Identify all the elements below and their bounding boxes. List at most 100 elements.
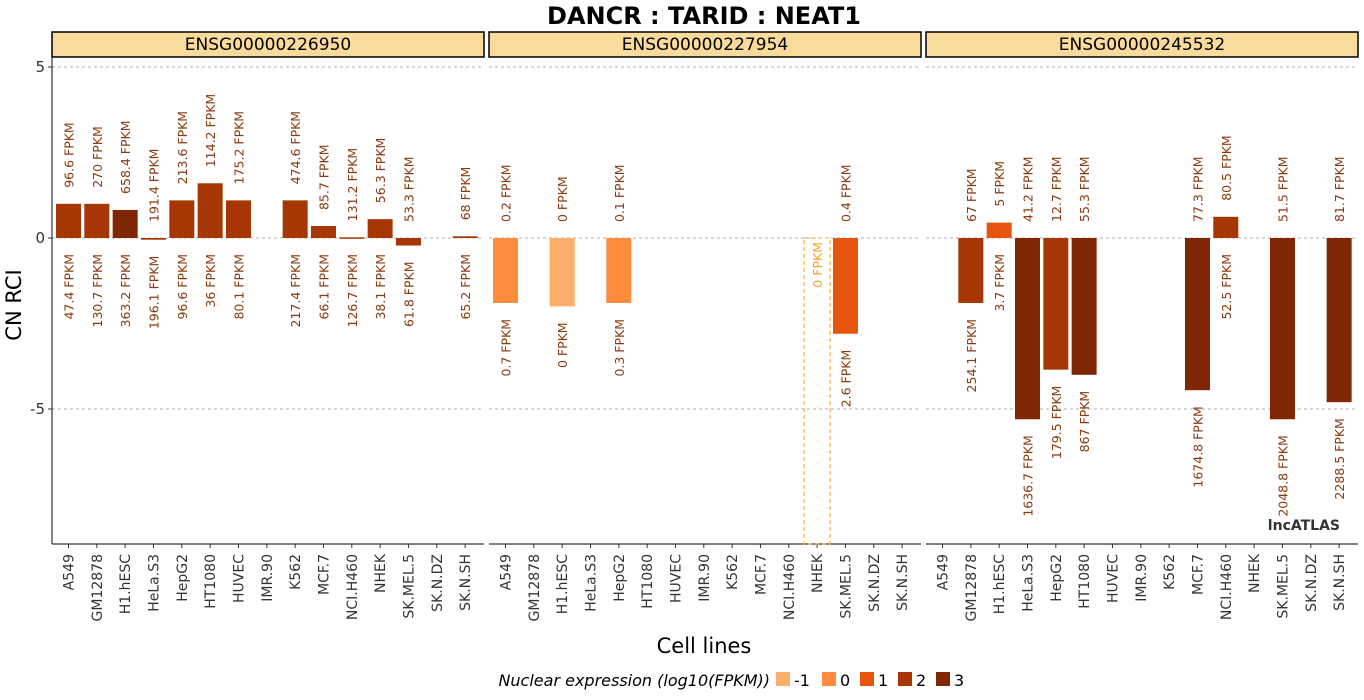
x-tick-label: IMR.90 xyxy=(260,554,276,602)
bar xyxy=(169,200,195,238)
bar-label-top: 56.3 FPKM xyxy=(373,138,388,204)
y-tick-label: 0 xyxy=(35,229,45,247)
bar-label-bottom: 2.6 FPKM xyxy=(838,350,853,408)
y-axis-title: CN RCI xyxy=(2,269,26,340)
x-tick-label: A549 xyxy=(499,554,515,590)
bar xyxy=(549,238,575,307)
bar-label-bottom: 65.2 FPKM xyxy=(458,254,473,320)
bar-label-bottom: 80.1 FPKM xyxy=(231,254,246,320)
bar-label-bottom: 38.1 FPKM xyxy=(373,254,388,320)
legend-swatch xyxy=(822,672,836,686)
bar xyxy=(606,238,632,303)
strip-label: ENSG00000245532 xyxy=(1059,35,1225,55)
legend-swatch xyxy=(898,672,912,686)
bar xyxy=(197,183,223,238)
x-tick-label: HUVEC xyxy=(1105,554,1121,603)
bar-label-bottom: 217.4 FPKM xyxy=(288,254,303,327)
strip-label: ENSG00000227954 xyxy=(622,35,788,55)
bar-label-top: 96.6 FPKM xyxy=(62,122,77,188)
strip-label: ENSG00000226950 xyxy=(185,35,351,55)
bar xyxy=(282,200,308,238)
bar-label-bottom: 61.8 FPKM xyxy=(401,262,416,328)
panel-ENSG00000226950: ENSG00000226950 A549 96.6 FPKM 47.4 FPKM GM1… xyxy=(51,31,485,621)
legend-label: 2 xyxy=(916,671,926,690)
bar-label-bottom: 126.7 FPKM xyxy=(345,254,360,327)
x-tick-label: H1.hESC xyxy=(118,554,134,614)
legend-title: Nuclear expression (log10(FPKM)) xyxy=(498,671,770,690)
legend-swatch xyxy=(776,672,790,686)
x-tick-label: SK.MEL.5 xyxy=(401,554,417,619)
x-tick-label: NHEK xyxy=(1247,553,1263,593)
x-tick-label: HepG2 xyxy=(612,554,628,602)
bar-label-top: 270 FPKM xyxy=(90,126,105,188)
legend-label: -1 xyxy=(794,671,810,690)
bar-label-top: 114.2 FPKM xyxy=(203,94,218,167)
bar-label-bottom: 254.1 FPKM xyxy=(964,319,979,392)
bar-label-bottom: 363.2 FPKM xyxy=(118,254,133,327)
x-tick-label: NCI.H460 xyxy=(345,554,361,620)
bar xyxy=(1269,238,1295,420)
bar-label-bottom: 2048.8 FPKM xyxy=(1275,435,1290,516)
x-tick-label: NCI.H460 xyxy=(1219,554,1235,620)
bar-label-bottom: 2288.5 FPKM xyxy=(1332,418,1347,499)
bar-label-top: 77.3 FPKM xyxy=(1190,156,1205,222)
x-tick-label: IMR.90 xyxy=(697,554,713,602)
bar-label-bottom: 47.4 FPKM xyxy=(62,254,77,320)
x-tick-label: GM12878 xyxy=(527,554,543,621)
bar-label-bottom: 96.6 FPKM xyxy=(175,254,190,320)
bar-label-bottom: 3.7 FPKM xyxy=(992,254,1007,312)
x-tick-label: SK.N.DZ xyxy=(867,554,883,612)
bar-label-top: 53.3 FPKM xyxy=(401,156,416,222)
x-tick-label: A549 xyxy=(62,554,78,590)
bar-label-bottom: 1674.8 FPKM xyxy=(1190,406,1205,487)
bar xyxy=(1184,238,1210,391)
bar xyxy=(112,209,138,238)
bar xyxy=(395,238,421,246)
strip-header xyxy=(488,31,922,58)
bar xyxy=(339,237,365,239)
bar xyxy=(56,203,81,238)
x-tick-label: HT1080 xyxy=(640,554,656,609)
bar-label-bottom: 0.3 FPKM xyxy=(612,319,627,377)
watermark-text: lncATLAS xyxy=(1268,518,1340,534)
bar-label-top: 67 FPKM xyxy=(964,168,979,222)
x-tick-label: SK.N.SH xyxy=(895,554,911,611)
x-tick-label: HeLa.S3 xyxy=(146,554,162,612)
x-tick-label: HT1080 xyxy=(1077,554,1093,609)
y-tick-label: -5 xyxy=(30,400,45,418)
x-tick-label: MCF.7 xyxy=(1190,554,1206,595)
chart-title: DANCR : TARID : NEAT1 xyxy=(547,2,861,30)
panel-ENSG00000245532: ENSG00000245532 A549 GM12878 67 FPKM 254.1 F… xyxy=(925,31,1359,621)
bar xyxy=(84,203,110,238)
bar-label-top: 0.1 FPKM xyxy=(612,164,627,222)
x-tick-label: HUVEC xyxy=(231,554,247,603)
bar xyxy=(958,238,984,303)
x-tick-label: HepG2 xyxy=(175,554,191,602)
bar-label-top: 68 FPKM xyxy=(458,167,473,221)
x-tick-label: GM12878 xyxy=(90,554,106,621)
x-tick-label: A549 xyxy=(936,554,952,590)
bar xyxy=(1071,238,1097,375)
legend-swatch xyxy=(860,672,874,686)
panel-ENSG00000227954: ENSG00000227954 A549 0.2 FPKM 0.7 FPKM GM128… xyxy=(488,31,922,621)
x-tick-label: NHEK xyxy=(373,553,389,593)
bar-label-bottom: 0.7 FPKM xyxy=(499,319,514,377)
bar-label-bottom: 52.5 FPKM xyxy=(1219,254,1234,320)
bar-label-top: 175.2 FPKM xyxy=(231,111,246,184)
x-tick-label: HeLa.S3 xyxy=(1020,554,1036,612)
bar-label-top: 658.4 FPKM xyxy=(118,120,133,193)
bar-label-top: 55.3 FPKM xyxy=(1077,156,1092,222)
bar xyxy=(310,226,336,238)
placeholder-label: 0 FPKM xyxy=(810,242,825,288)
bar-label-top: 12.7 FPKM xyxy=(1049,156,1064,222)
bar-label-bottom: 66.1 FPKM xyxy=(316,254,331,320)
x-tick-label: GM12878 xyxy=(964,554,980,621)
bar-label-top: 474.6 FPKM xyxy=(288,111,303,184)
strip-header xyxy=(925,31,1359,58)
placeholder-bar xyxy=(803,237,831,545)
x-tick-label: NHEK xyxy=(810,553,826,593)
x-tick-label: HeLa.S3 xyxy=(583,554,599,612)
x-tick-label: K562 xyxy=(725,554,741,590)
bar-label-top: 85.7 FPKM xyxy=(316,145,331,211)
